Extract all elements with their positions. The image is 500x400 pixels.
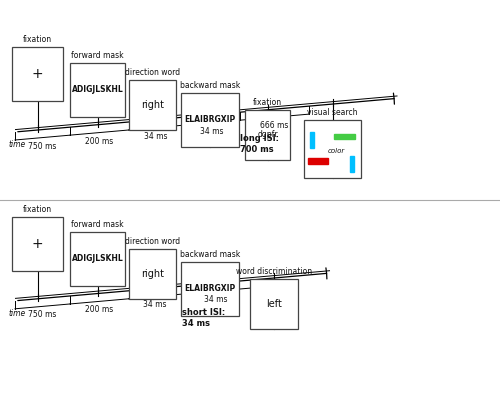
Text: 34 ms: 34 ms (204, 295, 228, 304)
Text: right: right (141, 100, 164, 110)
Text: direction word: direction word (125, 68, 180, 77)
Bar (304, 120, 361, 178)
Text: 666 ms: 666 ms (260, 121, 288, 130)
Text: time: time (9, 140, 26, 149)
Bar (334, 134, 355, 139)
Text: long ISI:
700 ms: long ISI: 700 ms (240, 134, 279, 154)
Bar (250, 279, 298, 329)
Bar (70, 63, 125, 117)
Text: short ISI:
34 ms: short ISI: 34 ms (182, 308, 225, 328)
Bar (245, 110, 290, 160)
Text: visual search: visual search (307, 108, 358, 117)
Bar (350, 156, 354, 172)
Text: forward mask: forward mask (71, 220, 124, 228)
Bar (310, 132, 314, 148)
Text: left: left (266, 299, 282, 309)
Text: 750 ms: 750 ms (28, 142, 56, 150)
Text: fixation: fixation (253, 98, 282, 106)
Bar (181, 93, 239, 147)
Text: right: right (141, 269, 164, 279)
Text: +: + (32, 237, 44, 251)
Bar (181, 262, 239, 316)
Text: backward mask: backward mask (180, 81, 240, 90)
Text: word discrimination: word discrimination (236, 267, 312, 276)
Text: direction word: direction word (125, 237, 180, 246)
Text: fixation: fixation (23, 205, 52, 214)
Bar (129, 249, 176, 299)
Bar (70, 232, 125, 286)
Text: color: color (328, 148, 345, 154)
Text: ADIGJLSKHL: ADIGJLSKHL (72, 254, 124, 263)
Text: ADIGJLSKHL: ADIGJLSKHL (72, 86, 124, 94)
Text: fixation: fixation (23, 35, 52, 44)
Text: time: time (9, 308, 26, 318)
Text: backward mask: backward mask (180, 250, 240, 258)
Text: 34 ms: 34 ms (144, 132, 167, 141)
Text: 200 ms: 200 ms (85, 305, 114, 314)
Text: 34 ms: 34 ms (200, 127, 223, 136)
Bar (308, 158, 328, 164)
Text: ELAIBRGXIP: ELAIBRGXIP (184, 116, 236, 124)
Bar (12, 217, 62, 271)
Text: ELAIBRGXIP: ELAIBRGXIP (184, 284, 236, 293)
Text: 750 ms: 750 ms (28, 310, 56, 319)
Bar (12, 47, 62, 101)
Bar (129, 80, 176, 130)
Text: 34 ms: 34 ms (144, 300, 167, 310)
Text: 200 ms: 200 ms (85, 136, 114, 146)
Text: dgpfr: dgpfr (257, 130, 278, 139)
Text: +: + (32, 67, 44, 81)
Text: forward mask: forward mask (71, 51, 124, 60)
